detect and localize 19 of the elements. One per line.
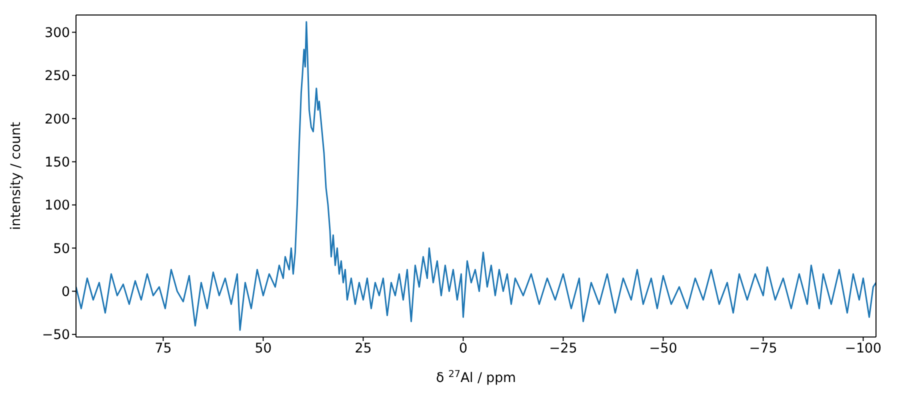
- x-tick-label: 25: [354, 341, 372, 356]
- y-tick-label: 100: [44, 198, 70, 214]
- x-tick-label: −25: [549, 341, 578, 356]
- y-tick-label: −50: [42, 328, 70, 344]
- y-tick-label: 50: [53, 242, 70, 257]
- x-tick-label: 0: [458, 341, 468, 356]
- x-tick-label: 75: [154, 341, 172, 356]
- x-tick-label: −75: [749, 341, 778, 356]
- x-axis-title: δ $^{27}$Al / ppm: [436, 368, 516, 386]
- y-tick-label: 200: [44, 112, 70, 128]
- y-axis-title: intensity / count: [9, 122, 24, 230]
- line-series: [76, 21, 876, 331]
- y-tick-label: 0: [62, 284, 70, 300]
- y-tick-label: 300: [44, 26, 70, 41]
- x-tick-label: −50: [649, 341, 678, 356]
- y-tick-label: 150: [44, 155, 70, 170]
- y-tick-label: 250: [44, 69, 70, 84]
- x-tick-label: 50: [254, 341, 272, 356]
- x-tick-label: −100: [844, 341, 882, 356]
